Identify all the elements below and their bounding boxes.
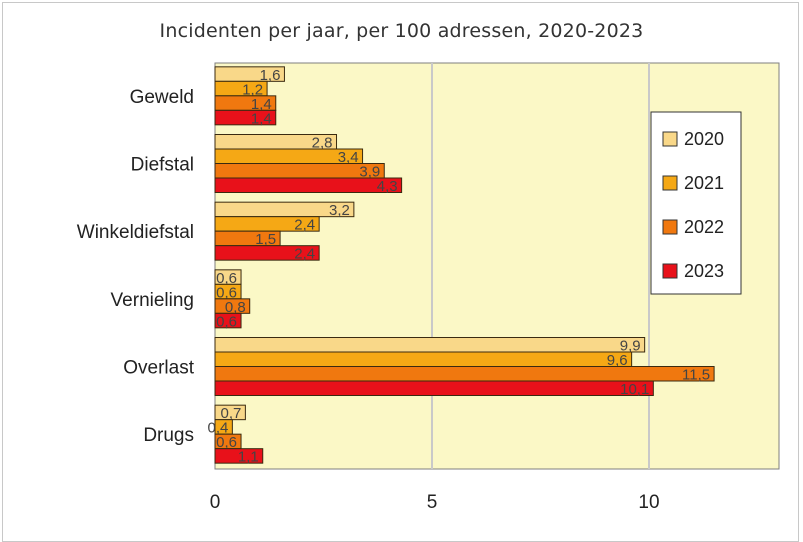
data-label: 1,4 [251,96,272,113]
bar [214,448,264,464]
bar [214,245,320,261]
data-label: 0,6 [216,313,237,330]
data-label: 11,5 [682,367,710,384]
data-label: 1,1 [238,449,259,466]
legend-swatch [662,175,678,191]
data-label: 3,2 [329,202,350,219]
legend-label: 2022 [684,217,724,237]
category-label: Diefstal [131,155,194,176]
category-label: Winkeldiefstal [77,222,194,243]
legend-swatch [662,219,678,235]
category-label: Drugs [143,425,194,446]
data-label: 10,1 [620,381,649,398]
data-label: 1,2 [242,81,263,98]
data-label: 1,5 [255,231,276,248]
bar [214,337,646,353]
data-label: 4,3 [377,178,398,195]
bar [214,312,242,329]
data-label: 0,7 [221,405,242,422]
x-tick-label: 10 [638,492,659,513]
bar [214,351,633,367]
category-label: Vernieling [111,290,194,311]
bar [214,177,403,193]
data-label: 3,4 [338,149,359,166]
category-label: Overlast [123,358,194,379]
legend-label: 2021 [684,173,724,193]
data-label: 0,6 [216,434,237,451]
data-label: 2,8 [312,135,333,152]
data-label: 1,4 [251,110,272,127]
data-label: 9,9 [620,338,641,355]
data-label: 9,6 [607,352,628,369]
chart-title: Incidenten per jaar, per 100 adressen, 2… [159,20,644,42]
data-label: 2,4 [294,246,315,263]
bar [214,366,715,382]
data-label: 0,6 [216,270,237,287]
category-label: Geweld [130,87,194,108]
bar [214,380,654,396]
data-label: 3,9 [359,164,380,181]
data-label: 2,4 [294,217,315,234]
data-label: 0,8 [225,299,246,316]
data-label: 0,4 [208,420,229,437]
legend-swatch [662,131,678,147]
x-tick-label: 0 [210,492,221,513]
legend-label: 2023 [684,261,724,281]
data-label: 1,6 [260,67,281,84]
data-label: 0,6 [216,284,237,301]
legend-swatch [662,263,678,279]
bar [214,109,277,126]
legend-label: 2020 [684,129,724,149]
bar-chart: Geweld1,61,21,41,4Diefstal2,83,43,94,3Wi… [77,62,780,513]
x-tick-label: 5 [427,492,438,513]
